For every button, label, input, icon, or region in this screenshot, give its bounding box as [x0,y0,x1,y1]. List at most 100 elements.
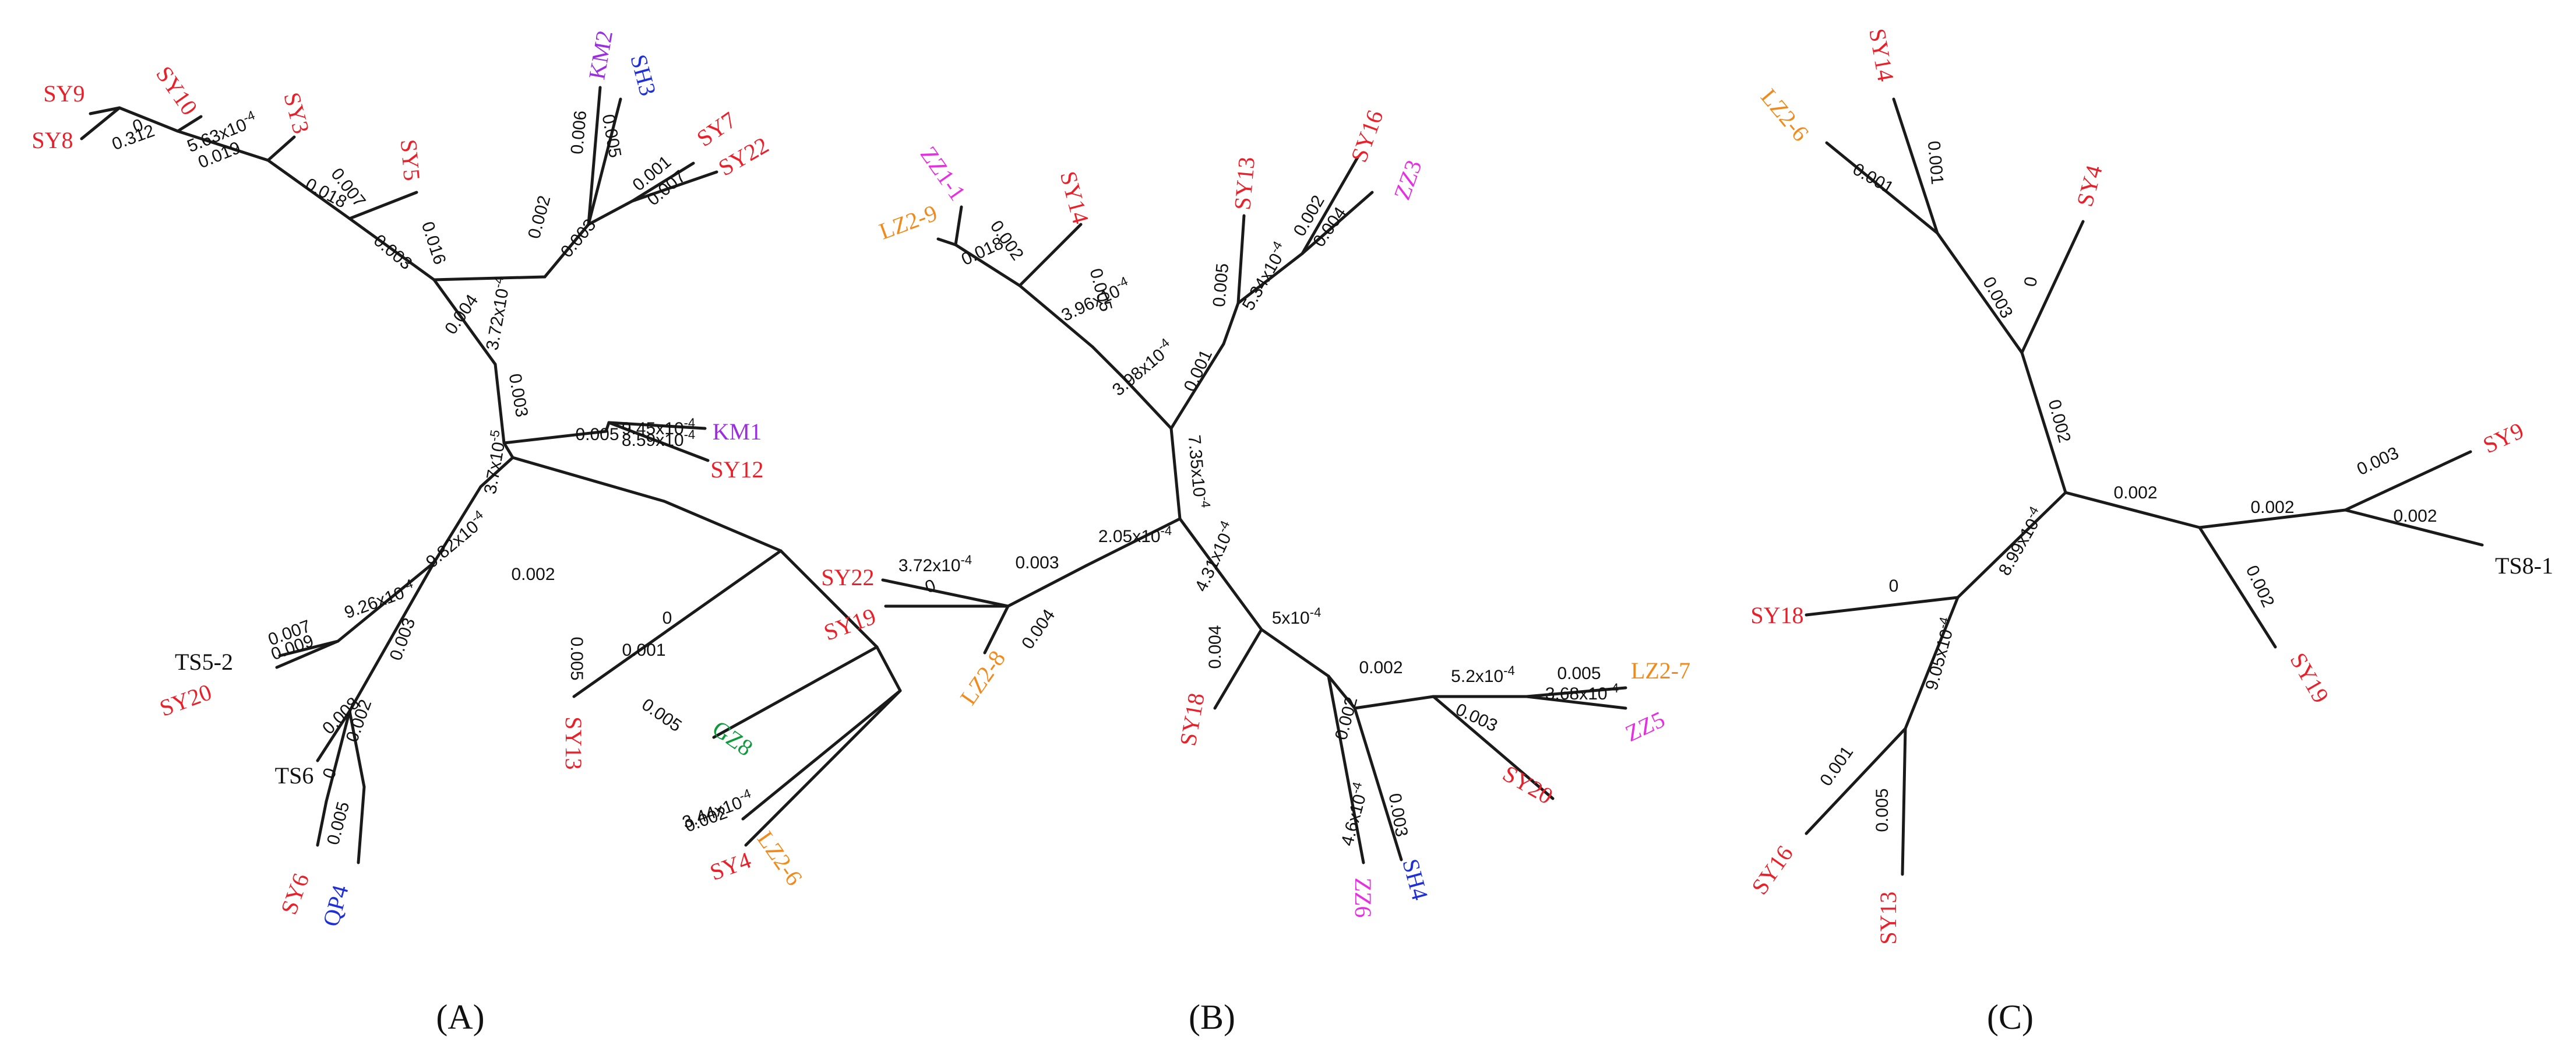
leaf-label: SY12 [710,456,763,483]
leaf-branch-line [2198,526,2277,649]
branch-length-label: 0 [319,765,341,781]
branch-line [118,106,179,133]
branch-length-label: 0.002 [2250,498,2294,517]
branch-length-label: 0.003 [505,372,532,419]
branch-length-label: 0.005 [1210,262,1232,308]
leaf-label: SY4 [706,847,754,886]
branch-length-label: 0 [662,609,672,628]
leaf-branch-line [1301,191,1374,255]
branch-line [1353,695,1435,710]
branch-line [1236,252,1304,305]
branch-line [1018,284,1094,349]
branch-length-label: 9.26x10-4 [341,576,418,623]
branch-length-label: 0.001 [1924,140,1947,185]
leaf-label: SH3 [625,52,661,99]
leaf-branch-line [983,604,1010,655]
branch-length-label: 0 [2021,275,2041,288]
branch-length-label: 8.59x10-4 [622,427,695,450]
leaf-label: SY10 [151,61,203,119]
branch-length-label: 0.003 [370,231,416,274]
leaf-branch-line [607,421,710,462]
leaf-label: LZ2-6 [752,827,808,891]
branch-length-label: 4.31x10-4 [1188,518,1240,595]
branch-line [2020,351,2067,494]
branch-line [432,485,482,564]
branch-length-label: 0.005 [323,800,353,847]
branch-line [502,430,608,445]
branch-line [1260,628,1330,678]
branch-length-label: 4.6x10-4 [1334,780,1373,848]
leaf-label: SY19 [2285,648,2334,707]
branch-length-label: 0.005 [567,637,586,680]
panel-label: (C) [1987,998,2034,1036]
branch-line [2198,508,2347,529]
leaf-label: SY14 [1055,168,1094,227]
leaf-branch-line [607,421,707,430]
leaf-label: KM1 [713,419,762,445]
leaf-branch-line [1825,141,1939,235]
leaf-branch-line [744,689,902,847]
branch-line [266,159,351,220]
branch-line [348,217,436,282]
leaf-label: SY13 [1875,891,1901,944]
branch-length-label: 0.001 [1816,743,1857,789]
leaf-branch-line [1805,596,1960,617]
leaf-branch-line [2020,220,2085,354]
branch-line [432,278,497,366]
branch-line [662,500,783,553]
leaf-label: KM2 [583,29,618,82]
branch-length-label: 0.001 [1849,160,1897,198]
leaf-branch-line [1432,695,1555,800]
leaf-label: SY20 [156,678,215,721]
branch-line [2064,491,2201,529]
leaf-label: ZZ5 [1621,706,1668,747]
branch-length-label: 8.99x10-4 [1992,504,2049,579]
branch-line [779,549,879,649]
leaf-label: SY18 [1175,691,1210,748]
branch-line [587,199,634,226]
branch-length-label: 3.72x10-4 [480,275,515,351]
branch-length-label: 3.98x10-4 [1106,335,1178,400]
leaf-branch-line [954,205,963,247]
branch-line [1178,517,1263,631]
leaf-label: SY22 [821,564,874,590]
branch-length-label: 0.002 [1359,658,1402,677]
branch-length-label: 9.05x10-4 [1919,616,1960,692]
branch-line [954,243,1021,287]
leaf-label: SY3 [279,90,315,136]
leaf-label: SY4 [2071,163,2108,209]
branch-length-label: 0.002 [524,194,554,241]
branch-length-label: 0.002 [511,565,555,584]
leaf-label: SY9 [43,80,84,107]
leaf-branch-line [1301,156,1359,255]
leaf-label: LZ2-6 [1756,84,1814,146]
leaf-branch-line [1892,97,1939,235]
leaf-label: ZZ1-1 [915,142,971,206]
leaf-branch-line [572,549,783,698]
branch-line [479,456,515,488]
leaf-branch-line [741,689,902,821]
leaf-label: TS6 [275,762,314,789]
leaf-label: SY8 [31,127,73,153]
branch-length-label: 0.005 [638,695,685,736]
branch-length-label: 0.004 [1018,606,1059,652]
leaf-label: SY16 [1746,841,1798,899]
tree-panel-3: SY14 LZ2-6 SY4 SY9 TS8-1 SY19 SY18 SY16 SY13 0.00… [1746,26,2553,1036]
leaf-branch-line [80,106,121,140]
branch-line [1936,231,2024,354]
leaf-branch-line [630,170,718,203]
branch-length-label: 0 [1889,576,1899,596]
branch-length-label: 0.002 [2393,507,2437,526]
branch-line [325,709,351,803]
leaf-label: TS8-1 [2495,553,2553,579]
branch-length-label: 0.003 [1385,792,1412,839]
leaf-label: SY20 [1498,760,1557,810]
leaf-branch-line [278,639,340,657]
leaf-label: SY18 [1750,602,1803,628]
leaf-branch-line [176,115,203,133]
branch-length-label: 0.001 [1180,347,1217,395]
leaf-branch-line [630,161,695,203]
branch-length-label: 0.004 [1206,625,1225,669]
